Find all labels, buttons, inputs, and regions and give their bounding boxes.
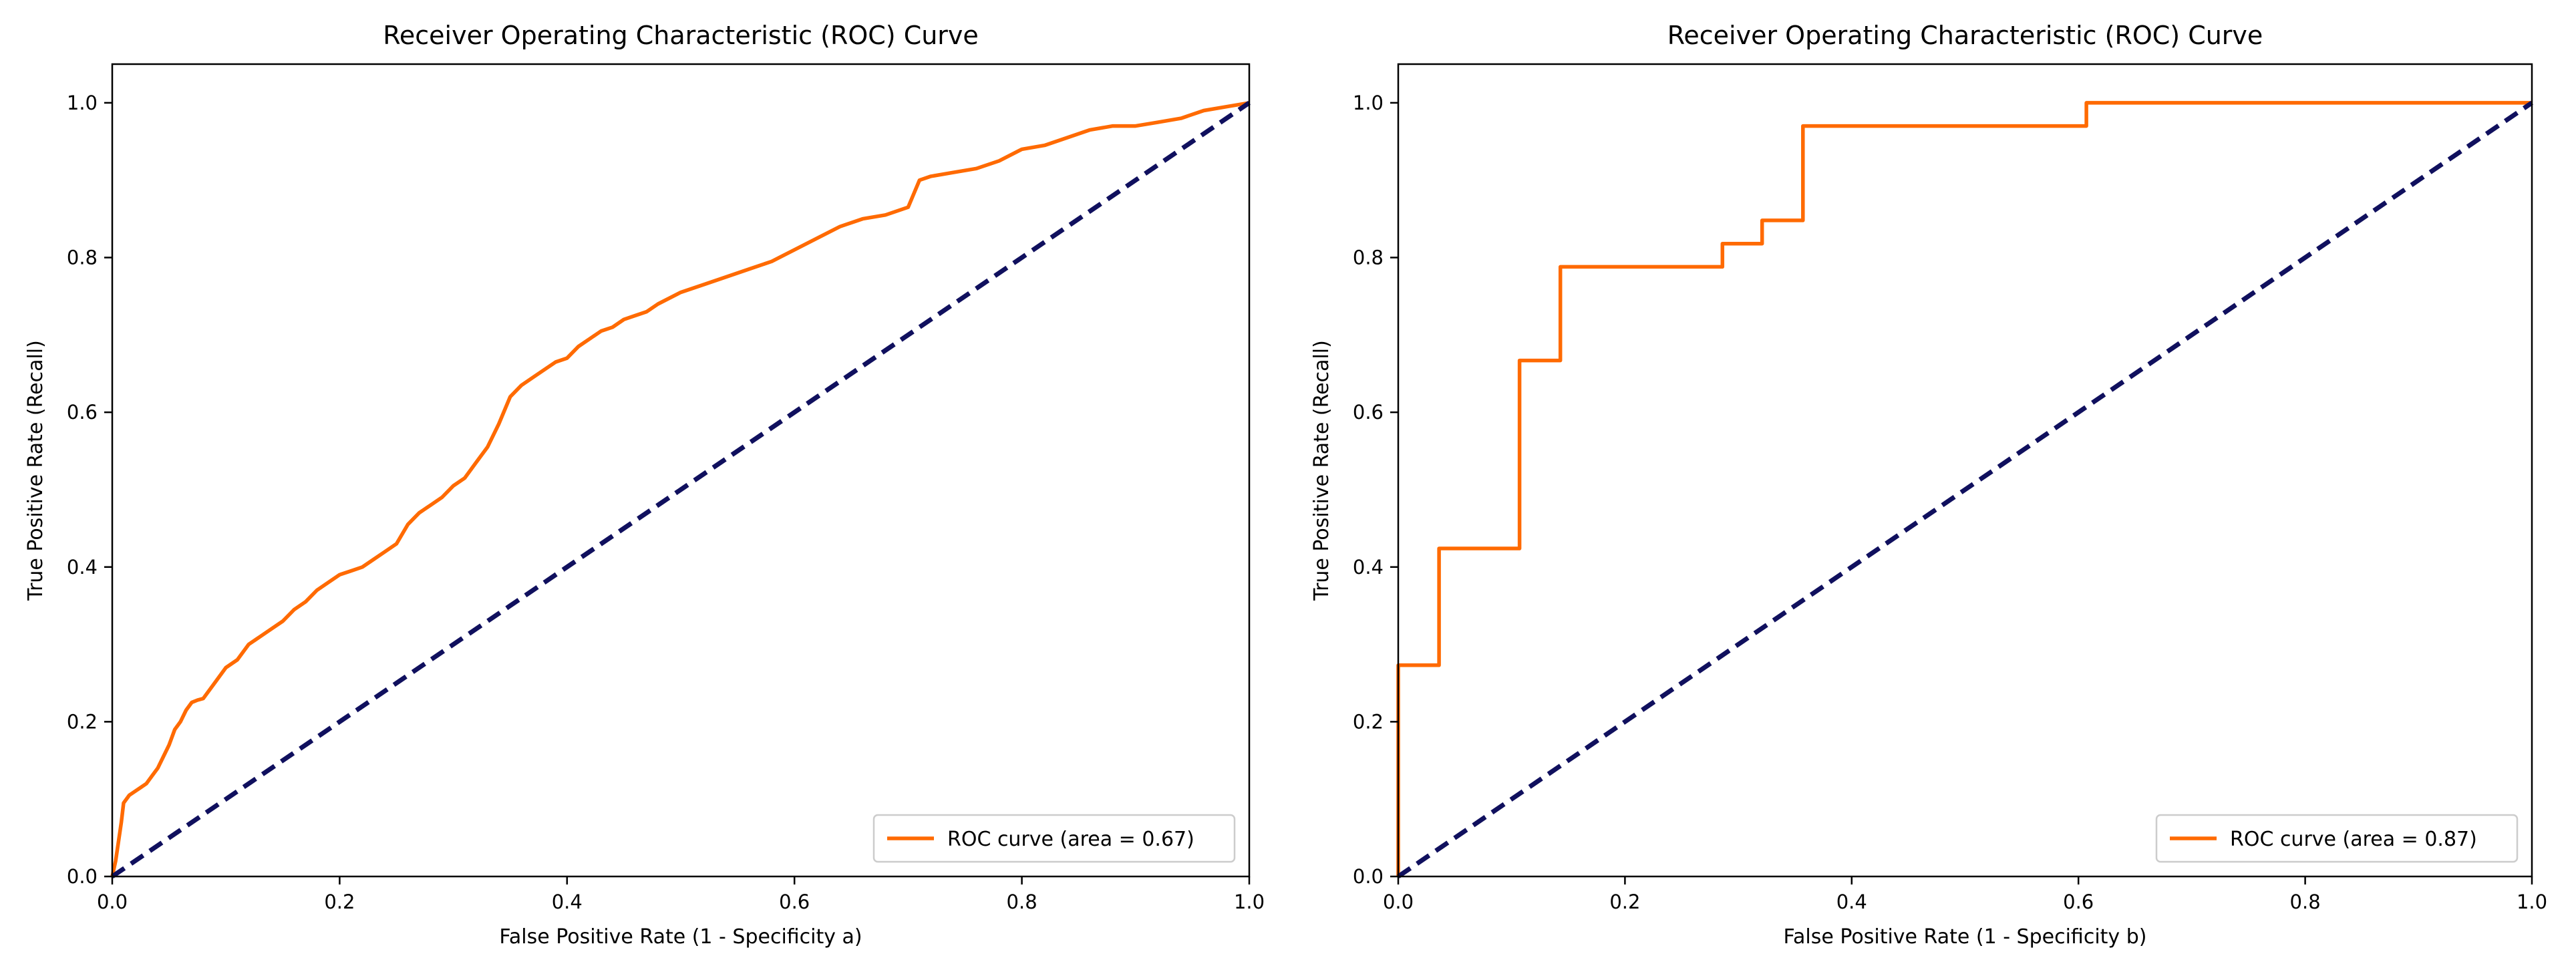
- x-tick-label: 1.0: [1234, 891, 1265, 913]
- y-tick-label: 0.6: [67, 401, 98, 424]
- y-axis-label: True Positive Rate (Recall): [24, 340, 47, 601]
- legend-box: [872, 814, 1236, 863]
- diagonal-reference-line: [1397, 101, 2533, 878]
- x-tick-label: 0.8: [2290, 891, 2321, 913]
- y-tick-label: 0.4: [1353, 556, 1384, 579]
- y-tick-label: 0.2: [67, 710, 98, 733]
- x-tick-label: 0.6: [2063, 891, 2094, 913]
- legend-label: ROC curve (area = 0.67): [947, 828, 1194, 851]
- x-tick-label: 1.0: [2517, 891, 2547, 913]
- chart-title: Receiver Operating Characteristic (ROC) …: [1667, 21, 2263, 50]
- y-tick-label: 1.0: [67, 92, 98, 114]
- chart-panel-right: 0.0 0.2 0.4 0.6 0.8 1.0 0.0 0.2 0.4 0.6 0.8 1.0 Rece…: [1310, 21, 2547, 949]
- roc-curve-line: [110, 101, 1250, 877]
- diagonal-reference-line: [111, 101, 1251, 878]
- x-tick-label: 0.2: [324, 891, 355, 913]
- y-tick-label: 0.0: [1353, 865, 1384, 888]
- roc-curve-line: [1396, 101, 2532, 876]
- x-tick-label: 0.6: [779, 891, 810, 913]
- chart-panel-left: 0.0 0.2 0.4 0.6 0.8 1.0 0.0 0.2 0.4 0.6 0.8 1.0 Rece…: [24, 21, 1265, 949]
- legend: ROC curve (area = 0.67): [872, 814, 1236, 863]
- y-tick-label: 0.8: [1353, 247, 1384, 269]
- legend-label: ROC curve (area = 0.87): [2230, 828, 2477, 851]
- x-axis-label: False Positive Rate (1 - Specificity b): [1784, 925, 2147, 949]
- x-tick-label: 0.0: [1383, 891, 1414, 913]
- y-axis-label: True Positive Rate (Recall): [1310, 340, 1333, 601]
- x-axis-label: False Positive Rate (1 - Specificity a): [499, 925, 862, 949]
- y-tick-label: 0.8: [67, 247, 98, 269]
- axes-frame: [1397, 63, 2533, 878]
- legend: ROC curve (area = 0.87): [2155, 814, 2519, 863]
- y-tick-label: 0.2: [1353, 710, 1384, 733]
- x-tick-label: 0.4: [552, 891, 583, 913]
- x-tick-label: 0.4: [1836, 891, 1867, 913]
- y-tick-label: 0.4: [67, 556, 98, 579]
- axes-frame: [111, 63, 1251, 878]
- x-tick-label: 0.8: [1007, 891, 1037, 913]
- x-tick-label: 0.0: [97, 891, 128, 913]
- y-tick-label: 1.0: [1353, 92, 1384, 114]
- x-tick-label: 0.2: [1609, 891, 1640, 913]
- legend-box: [2155, 814, 2519, 863]
- chart-title: Receiver Operating Characteristic (ROC) …: [383, 21, 979, 50]
- y-tick-label: 0.0: [67, 865, 98, 888]
- y-tick-label: 0.6: [1353, 401, 1384, 424]
